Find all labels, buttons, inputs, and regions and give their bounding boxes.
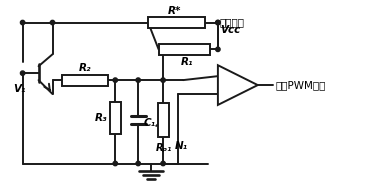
- Circle shape: [113, 78, 118, 82]
- Text: 电源输出: 电源输出: [220, 17, 245, 27]
- Text: N₁: N₁: [175, 141, 188, 151]
- Circle shape: [216, 20, 220, 25]
- Circle shape: [50, 20, 55, 25]
- Circle shape: [20, 20, 25, 25]
- Circle shape: [161, 78, 165, 82]
- Text: R₁: R₁: [181, 57, 194, 67]
- Bar: [158, 103, 169, 137]
- Bar: [62, 75, 108, 86]
- Bar: [159, 44, 211, 55]
- Text: V₁: V₁: [13, 84, 26, 94]
- Circle shape: [113, 161, 118, 166]
- Circle shape: [216, 47, 220, 51]
- Circle shape: [136, 161, 140, 166]
- Circle shape: [216, 20, 220, 25]
- Text: R₂: R₂: [79, 63, 91, 73]
- Circle shape: [161, 161, 165, 166]
- Polygon shape: [218, 65, 258, 105]
- Text: C₁: C₁: [143, 118, 155, 128]
- Bar: [148, 17, 205, 28]
- Text: R₃: R₃: [95, 113, 107, 123]
- Circle shape: [20, 71, 25, 75]
- Text: R*: R*: [168, 6, 181, 16]
- Text: −: −: [220, 88, 230, 101]
- Circle shape: [136, 78, 140, 82]
- Text: 控制PWM输出: 控制PWM输出: [276, 80, 326, 90]
- Text: Rₚ₁: Rₚ₁: [156, 143, 172, 153]
- Bar: [110, 102, 121, 134]
- Text: Vᴄᴄ: Vᴄᴄ: [220, 26, 240, 36]
- Text: +: +: [220, 71, 229, 81]
